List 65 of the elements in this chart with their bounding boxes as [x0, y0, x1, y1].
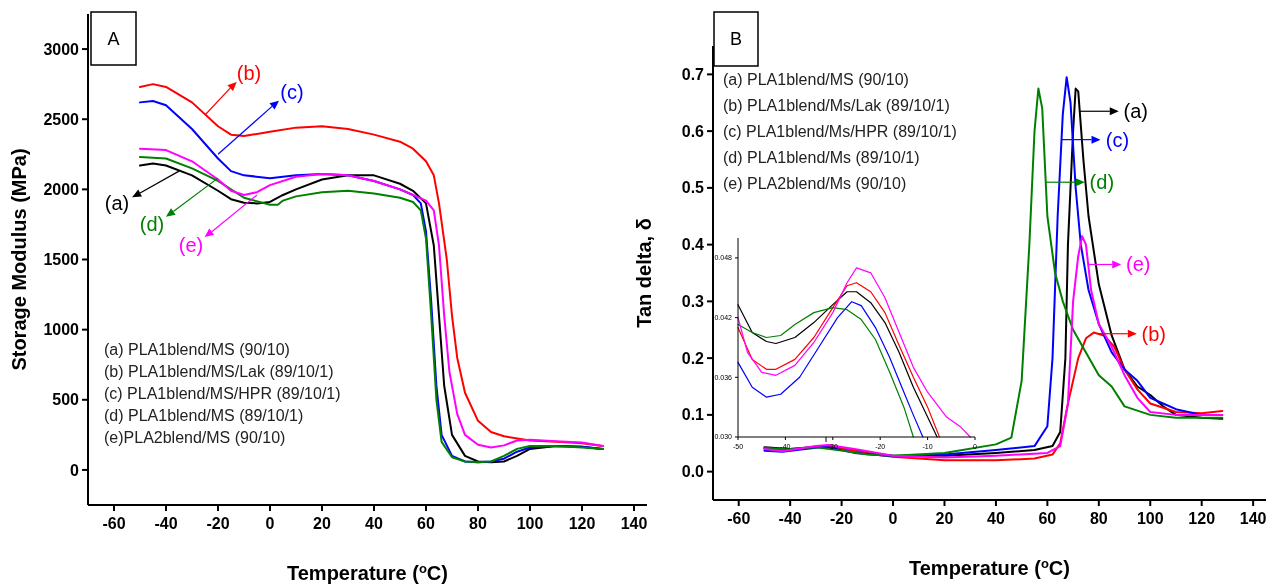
- y-tick-label: 1500: [43, 251, 80, 269]
- y-tick-label: 2500: [43, 110, 80, 128]
- annotation: (b) PLA1blend/Ms/Lak (89/10/1): [723, 97, 950, 114]
- annotation: (d): [1089, 171, 1115, 194]
- x-tick-label: 20: [935, 510, 954, 527]
- x-tick-label: 60: [1038, 510, 1057, 527]
- x-tick-label: -60: [727, 510, 751, 527]
- x-tick-label: -40: [154, 515, 178, 532]
- y-tick-label: 500: [52, 391, 80, 409]
- y-tick-label: 0.2: [681, 349, 705, 367]
- annotation: (a) PLA1blend/MS (90/10): [723, 71, 909, 88]
- y-tick-label: 0.0: [681, 463, 705, 481]
- x-axis-title: Temperature ($^{o}$C): [909, 555, 1070, 579]
- y-tick-label: 0.1: [681, 406, 705, 424]
- annotation: (a): [104, 192, 130, 215]
- annotation: (c) PLA1blend/Ms/HPR (89/10/1): [723, 123, 957, 140]
- annotation: (c): [280, 81, 304, 104]
- y-axis-title: Tan delta, δ: [633, 218, 655, 328]
- x-tick-label: 60: [417, 515, 435, 532]
- annotation: (e) PLA2blend/Ms (90/10): [723, 175, 907, 192]
- annotation: (e): [178, 233, 204, 256]
- line-series: [763, 235, 1224, 459]
- annotation: (d) PLA1blend/MS (89/10/1): [104, 407, 304, 424]
- x-tick-label: 80: [469, 515, 487, 532]
- annotation: (b): [236, 62, 262, 85]
- text: A: [107, 28, 120, 49]
- x-tick-label: 0: [888, 510, 898, 527]
- y-tick-label: 0: [70, 461, 80, 479]
- y-tick-label: 0.7: [681, 65, 705, 83]
- annotation: (e)PLA2blend/MS (90/10): [104, 429, 286, 446]
- annotation: (a): [1123, 100, 1149, 123]
- x-tick-label: 140: [620, 515, 648, 532]
- y-tick-label: 2000: [43, 180, 80, 198]
- x-tick-label: 20: [313, 515, 331, 532]
- chart-title: B: [729, 29, 743, 50]
- annotation: (a) PLA1blend/MS (90/10): [104, 341, 290, 358]
- y-tick-label: 3000: [43, 40, 80, 58]
- x-tick-label: 100: [1136, 510, 1164, 527]
- x-tick-label: 40: [365, 515, 383, 532]
- y-axis-title: Storage Modulus (MPa): [8, 148, 30, 371]
- annotation: (e): [1126, 253, 1151, 276]
- x-tick-label: -60: [102, 515, 126, 532]
- annotation: (c) PLA1blend/MS/HPR (89/10/1): [104, 385, 341, 402]
- x-tick-label: 140: [1239, 510, 1267, 527]
- annotation: (c): [1105, 128, 1130, 151]
- y-tick-label: 0.5: [681, 179, 705, 197]
- x-tick-label: 80: [1089, 510, 1108, 527]
- x-axis-title: Temperature ($^{o}$C): [287, 560, 448, 584]
- x-tick-label: 40: [987, 510, 1005, 527]
- x-tick-label: 120: [1188, 510, 1216, 527]
- y-tick-label: 0.3: [681, 292, 705, 310]
- y-tick-label: 0.4: [681, 236, 705, 254]
- x-tick-label: -20: [206, 515, 230, 532]
- annotation: (d): [139, 213, 165, 236]
- y-tick-label: 1000: [43, 321, 80, 339]
- line-series: [737, 267, 971, 438]
- x-tick-label: 0: [265, 515, 275, 532]
- x-tick-label: -40: [778, 510, 802, 527]
- x-tick-label: 120: [568, 515, 596, 532]
- x-tick-label: -20: [830, 510, 854, 527]
- annotation: (b) PLA1blend/MS/Lak (89/10/1): [104, 363, 334, 380]
- x-tick-label: 100: [516, 515, 544, 532]
- y-tick-label: 0.6: [681, 122, 705, 140]
- annotation: (d) PLA1blend/Ms (89/10/1): [723, 149, 920, 166]
- annotation: (b): [1141, 322, 1167, 345]
